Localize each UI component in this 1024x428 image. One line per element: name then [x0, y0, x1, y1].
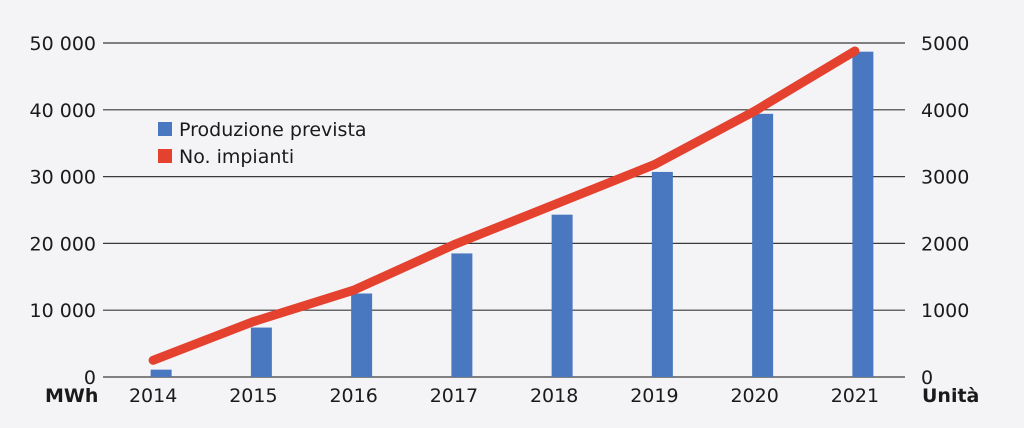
bar: [551, 214, 573, 377]
right-axis-unit-label: Unità: [922, 385, 979, 407]
bar: [852, 51, 874, 378]
bar-series: [150, 51, 874, 378]
right-tick-label: 3000: [921, 167, 969, 189]
left-tick-label: 30 000: [30, 167, 96, 189]
bar: [250, 327, 272, 377]
right-tick-label: 0: [921, 367, 933, 389]
right-tick-label: 5000: [921, 33, 969, 55]
legend-label-production: Produzione prevista: [179, 119, 367, 141]
legend-swatch-production: [158, 122, 172, 136]
legend-label-plants: No. impianti: [179, 146, 294, 168]
left-tick-label: 20 000: [30, 233, 96, 255]
bar: [150, 369, 172, 377]
x-axis-tick-labels: 2014 2015 2016 2017 2018 2019 2020 2021: [129, 385, 879, 407]
legend: Produzione prevista No. impianti: [158, 119, 367, 168]
left-tick-label: 40 000: [30, 100, 96, 122]
x-tick-label: 2021: [831, 385, 879, 407]
bar: [451, 253, 473, 377]
left-tick-label: 50 000: [30, 33, 96, 55]
bar: [351, 293, 373, 377]
left-tick-label: 10 000: [30, 300, 96, 322]
x-tick-label: 2015: [229, 385, 277, 407]
x-tick-label: 2019: [630, 385, 678, 407]
left-tick-label: 0: [84, 367, 96, 389]
line-series: [148, 46, 860, 365]
x-tick-label: 2016: [329, 385, 377, 407]
right-tick-label: 1000: [921, 300, 969, 322]
x-tick-label: 2020: [730, 385, 778, 407]
bar: [651, 171, 673, 377]
x-tick-label: 2018: [530, 385, 578, 407]
left-axis-unit-label: MWh: [45, 385, 98, 407]
right-tick-label: 2000: [921, 233, 969, 255]
x-tick-label: 2017: [430, 385, 478, 407]
bar: [752, 113, 774, 378]
line-path: [148, 46, 860, 365]
right-tick-label: 4000: [921, 100, 969, 122]
right-axis-tick-labels: 0 1000 2000 3000 4000 5000: [921, 33, 969, 389]
legend-swatch-plants: [158, 149, 172, 163]
left-axis-tick-labels: 0 10 000 20 000 30 000 40 000 50 000: [30, 33, 96, 389]
x-tick-label: 2014: [129, 385, 177, 407]
